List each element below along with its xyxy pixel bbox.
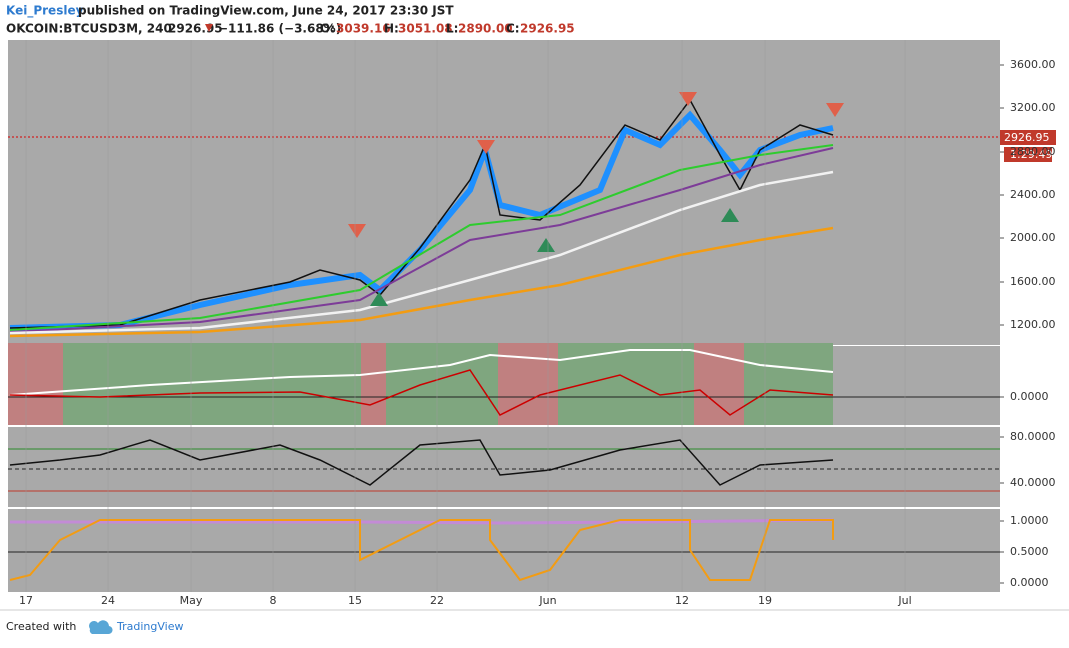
time-label: 22 xyxy=(430,594,444,607)
price-band xyxy=(9,110,834,331)
h-label: H: xyxy=(384,22,399,36)
time-label: 24 xyxy=(101,594,115,607)
osc-white xyxy=(9,349,834,396)
close: 2926.95 xyxy=(520,22,575,36)
brand-logo xyxy=(89,620,113,635)
l-label: L: xyxy=(446,22,458,36)
axis-tick-label: 3200.00 xyxy=(1010,101,1056,114)
osc-red xyxy=(9,369,834,416)
axis-tick-label: 0.0000 xyxy=(1010,390,1049,403)
signal-line xyxy=(9,519,834,582)
sell-arrows xyxy=(348,92,844,238)
oscillator-red xyxy=(361,343,386,425)
time-label: 12 xyxy=(675,594,689,607)
axis-tick-label: 1200.00 xyxy=(1010,318,1056,331)
author[interactable]: Kei_Presley xyxy=(6,4,84,19)
price-line xyxy=(9,98,834,329)
buy-arrows xyxy=(370,208,739,306)
time-label: 19 xyxy=(758,594,772,607)
created-with: Created with xyxy=(6,620,76,633)
axis-tick-label: 2000.00 xyxy=(1010,231,1056,244)
signal-purple xyxy=(10,518,834,525)
time-axis xyxy=(0,592,1000,610)
price: 2926.95 xyxy=(168,22,223,36)
axis-tick-label: 3600.00 xyxy=(1010,58,1056,71)
down-arrow xyxy=(205,24,213,32)
rsi-pane xyxy=(8,427,1000,507)
oscillator-red xyxy=(8,343,63,425)
axis-tick-label: 1600.00 xyxy=(1010,275,1056,288)
change: −111.86 (−3.68%) xyxy=(218,22,341,36)
low: 2890.00 xyxy=(458,22,513,36)
time-label: 15 xyxy=(348,594,362,607)
countdown-label: 1:29:49 xyxy=(1010,148,1052,161)
brand[interactable]: TradingView xyxy=(116,620,183,633)
price-pane xyxy=(8,40,1000,345)
high: 3051.08 xyxy=(398,22,453,36)
time-label: 8 xyxy=(270,594,277,607)
countdown-box xyxy=(1004,147,1052,162)
published: published on TradingView.com, June 24, 2… xyxy=(78,4,454,18)
ema-purple xyxy=(9,147,834,333)
open: 3039.16 xyxy=(336,22,391,36)
time-label: Jun xyxy=(538,594,556,607)
last-price-box xyxy=(1000,130,1056,145)
ema-orange xyxy=(9,226,834,338)
axis-tick-label: 0.5000 xyxy=(1010,545,1049,558)
axis-tick-label: 80.0000 xyxy=(1010,430,1056,443)
axis-tick-label: 40.0000 xyxy=(1010,476,1056,489)
o-label: O: xyxy=(320,22,335,36)
rsi-line xyxy=(9,439,834,486)
time-label: May xyxy=(180,594,203,607)
ema-green xyxy=(9,144,834,331)
axis-tick-label: 1.0000 xyxy=(1010,514,1049,527)
last-price-label: 2926.95 xyxy=(1004,131,1050,144)
c-label: C: xyxy=(506,22,520,36)
time-label: Jul xyxy=(897,594,911,607)
ema-white xyxy=(9,170,834,335)
axis-tick-label: 2400.00 xyxy=(1010,188,1056,201)
axis-tick-label: 0.0000 xyxy=(1010,576,1049,589)
axis-tick-label: 2800.00 xyxy=(1010,145,1056,158)
time-label: 17 xyxy=(19,594,33,607)
symbol: OKCOIN:BTCUSD3M, 240 xyxy=(6,22,172,36)
